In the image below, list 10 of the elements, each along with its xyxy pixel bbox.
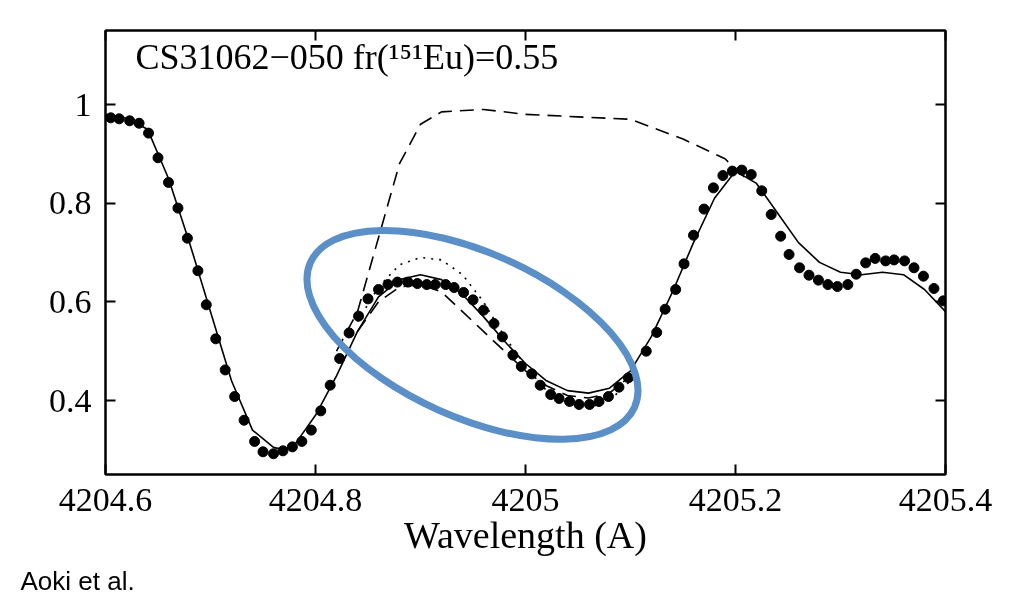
x-tick-label: 4204.6 (58, 480, 153, 518)
x-tick-label: 4204.8 (268, 480, 363, 518)
y-tick-label: 0.6 (49, 282, 92, 320)
y-tick-label: 0.4 (49, 381, 92, 419)
text: Aoki et al. (20, 565, 135, 596)
chart-title: CS31062−050 fr(¹⁵¹Eu)=0.55 (135, 36, 559, 77)
x-tick-label: 4205.2 (688, 480, 783, 518)
y-tick-label: 1 (74, 85, 92, 123)
y-tick-label: 0.8 (49, 184, 92, 222)
x-tick-label: 4205.4 (898, 480, 993, 518)
